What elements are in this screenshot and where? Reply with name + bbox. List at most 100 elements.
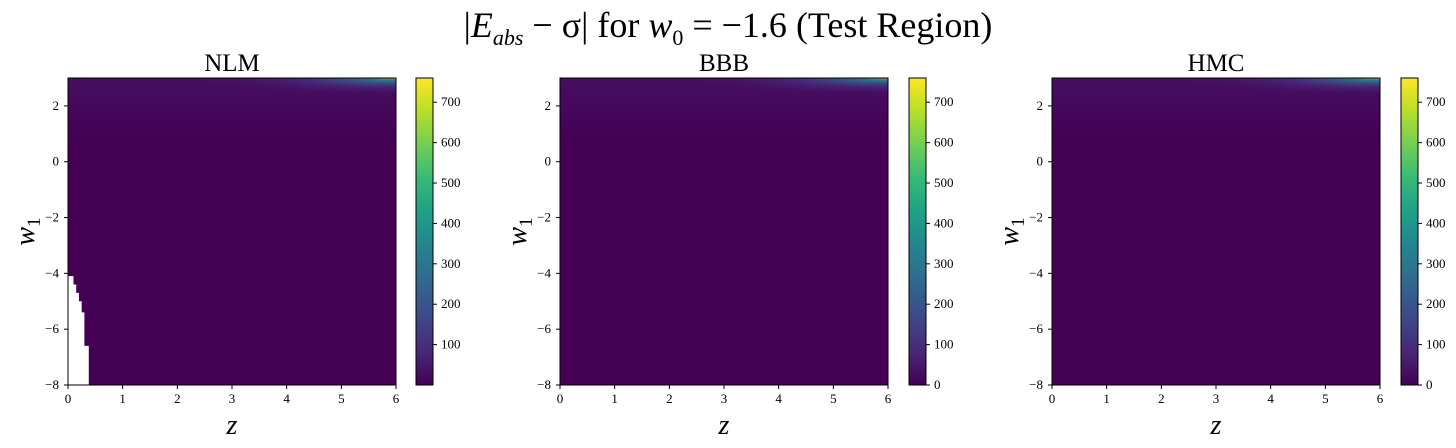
- x-tick-label: 2: [174, 391, 181, 406]
- title-equals: = −1.6: [683, 5, 796, 45]
- x-tick-label: 4: [283, 391, 290, 406]
- colorbar-tick-label: 100: [1426, 337, 1446, 352]
- x-tick-label: 2: [1158, 391, 1165, 406]
- y-tick-label: −8: [45, 377, 59, 392]
- y-axis-label: w1: [994, 217, 1029, 245]
- colorbar-tick-label: 600: [1426, 135, 1446, 150]
- colorbar-tick-label: 0: [1426, 377, 1433, 392]
- colorbar: 0 100 200 300 400 500 600 700: [908, 77, 954, 392]
- x-tick-label: 1: [1103, 391, 1110, 406]
- y-tick-label: 2: [53, 98, 60, 113]
- y-tick-label: 0: [545, 154, 552, 169]
- x-tick-label: 5: [830, 391, 837, 406]
- title-w-subscript: 0: [672, 25, 684, 51]
- colorbar-tick-label: 700: [934, 94, 954, 109]
- y-tick-label: 0: [1037, 154, 1044, 169]
- colorbar-tick-label: 500: [1426, 175, 1446, 190]
- y-tick-label: −8: [1029, 377, 1043, 392]
- y-tick-label: −4: [1029, 265, 1043, 280]
- y-axis-label: w1: [502, 217, 537, 245]
- y-tick-label: −6: [1029, 321, 1043, 336]
- x-tick-label: 5: [1322, 391, 1329, 406]
- title-e: E: [470, 5, 493, 45]
- x-axis-label: z: [226, 410, 238, 441]
- heatmap-top-haze: [68, 78, 396, 385]
- x-tick-label: 4: [775, 391, 782, 406]
- colorbar: 100 200 300 400 500 600 700: [415, 77, 461, 386]
- x-tick-label: 1: [119, 391, 126, 406]
- colorbar-tick-label: 100: [441, 337, 461, 352]
- title-bar-left: |: [463, 5, 471, 45]
- y-tick-label: −2: [1029, 210, 1043, 225]
- y-tick-label: 0: [53, 154, 60, 169]
- heatmap-panel-nlm: NLM 0 1 2 3 4 5 6 2 0 −2 −4 −6 −8 z w1 100 200 300 400 500 60…: [10, 50, 461, 441]
- x-tick-label: 6: [393, 391, 400, 406]
- y-tick-label: −8: [537, 377, 551, 392]
- x-tick-label: 1: [611, 391, 618, 406]
- heatmap-panel-bbb: BBB 0 1 2 3 4 5 6 2 0 −2 −4 −6 −8 z w1 0 100 200 300 400 500 6…: [502, 50, 954, 441]
- colorbar-tick-label: 400: [934, 215, 954, 230]
- title-w: w: [648, 5, 673, 45]
- y-tick-label: 2: [1037, 98, 1044, 113]
- y-axis-label-text: w1: [10, 217, 45, 245]
- colorbar-tick-label: 300: [934, 256, 954, 271]
- y-axis-label: w1: [10, 217, 45, 245]
- y-axis-label-subscript: 1: [1008, 217, 1029, 227]
- panel-title: HMC: [1188, 50, 1245, 77]
- colorbar-tick-label: 700: [1426, 94, 1446, 109]
- colorbar-tick-label: 600: [441, 135, 461, 150]
- x-tick-label: 0: [1049, 391, 1056, 406]
- x-tick-label: 5: [338, 391, 345, 406]
- x-tick-label: 2: [666, 391, 673, 406]
- x-tick-label: 0: [557, 391, 564, 406]
- x-tick-label: 0: [65, 391, 72, 406]
- y-axis-label-subscript: 1: [24, 217, 45, 227]
- colorbar-gradient: [415, 77, 434, 386]
- x-tick-label: 6: [885, 391, 892, 406]
- colorbar-tick-label: 500: [441, 175, 461, 190]
- heatmap-top-haze: [1052, 78, 1380, 385]
- colorbar-gradient: [908, 77, 927, 386]
- colorbar-tick-label: 400: [441, 215, 461, 230]
- heatmap-panel-hmc: HMC 0 1 2 3 4 5 6 2 0 −2 −4 −6 −8 z w1 0 100 200 300 400 500 6…: [994, 50, 1446, 441]
- colorbar-tick-label: 400: [1426, 215, 1446, 230]
- panel-title: BBB: [699, 50, 749, 77]
- colorbar: 0 100 200 300 400 500 600 700: [1400, 77, 1446, 392]
- y-tick-label: 2: [545, 98, 552, 113]
- colorbar-tick-label: 200: [1426, 296, 1446, 311]
- colorbar-tick-label: 200: [934, 296, 954, 311]
- x-tick-label: 3: [1213, 391, 1220, 406]
- x-tick-label: 3: [721, 391, 728, 406]
- colorbar-tick-label: 600: [934, 135, 954, 150]
- title-bar-right: |: [581, 5, 589, 45]
- y-tick-label: −6: [537, 321, 551, 336]
- x-tick-label: 3: [229, 391, 236, 406]
- y-axis-label-subscript: 1: [516, 217, 537, 227]
- title-e-subscript: abs: [492, 25, 524, 51]
- y-tick-label: −2: [45, 210, 59, 225]
- y-tick-label: −4: [45, 265, 59, 280]
- y-axis-label-text: w1: [502, 217, 537, 245]
- missing-data-region: [68, 276, 89, 385]
- figure-title: |Eabs − σ| for w0 = −1.6 (Test Region): [0, 4, 1456, 51]
- title-region: (Test Region): [795, 5, 993, 45]
- colorbar-tick-label: 200: [441, 296, 461, 311]
- colorbar-tick-label: 100: [934, 337, 954, 352]
- colorbar-gradient: [1400, 77, 1419, 386]
- panel-title: NLM: [204, 50, 260, 77]
- colorbar-tick-label: 300: [1426, 256, 1446, 271]
- title-for: for: [588, 5, 649, 45]
- x-axis-label: z: [718, 410, 730, 441]
- y-axis-label-text: w1: [994, 217, 1029, 245]
- title-minus-sigma: − σ: [523, 5, 582, 45]
- colorbar-tick-label: 500: [934, 175, 954, 190]
- y-tick-label: −4: [537, 265, 551, 280]
- colorbar-tick-label: 700: [441, 94, 461, 109]
- y-tick-label: −6: [45, 321, 59, 336]
- heatmap-top-haze: [560, 78, 888, 385]
- colorbar-tick-label: 0: [934, 377, 941, 392]
- x-tick-label: 6: [1377, 391, 1384, 406]
- y-tick-label: −2: [537, 210, 551, 225]
- colorbar-tick-label: 300: [441, 256, 461, 271]
